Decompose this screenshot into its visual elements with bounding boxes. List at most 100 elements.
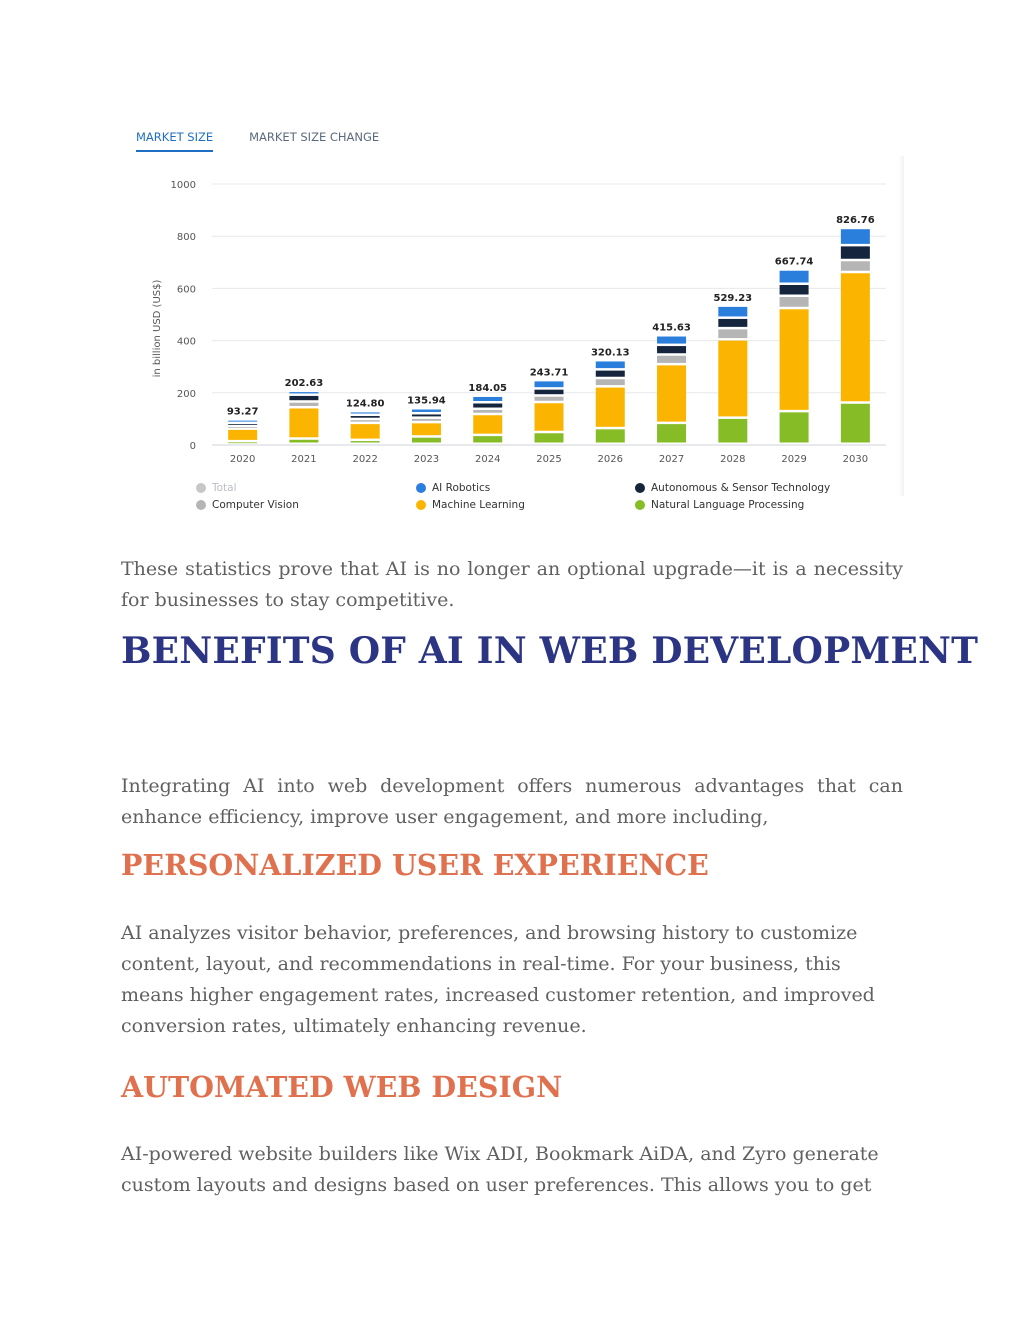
legend-label: Autonomous & Sensor Technology xyxy=(651,482,831,494)
legend-item-total[interactable]: Total xyxy=(196,482,237,494)
legend-dot xyxy=(416,500,426,510)
bar-segment xyxy=(289,395,319,401)
automated-design-heading: AUTOMATED WEB DESIGN xyxy=(121,1070,563,1104)
bar-segment xyxy=(228,424,258,425)
total-label: 320.13 xyxy=(591,347,630,358)
bar-segment xyxy=(534,403,564,431)
legend-dot xyxy=(196,483,206,493)
bar-segment xyxy=(473,396,503,402)
legend-item-computer-vision[interactable]: Computer Vision xyxy=(196,499,299,511)
bar-segment xyxy=(840,261,870,271)
bar-segment xyxy=(411,409,441,412)
total-label: 124.80 xyxy=(346,398,385,409)
bar-segment xyxy=(350,441,380,443)
bar-segment xyxy=(657,365,687,422)
x-tick-label: 2030 xyxy=(843,454,868,465)
bar-segment xyxy=(534,381,564,388)
bar-segment xyxy=(289,439,319,443)
bar-segment xyxy=(289,392,319,394)
bar-segment xyxy=(840,229,870,244)
tab-market-size[interactable]: MARKET SIZE xyxy=(136,130,214,152)
total-label: 202.63 xyxy=(285,378,324,389)
legend-item-machine-learning[interactable]: Machine Learning xyxy=(416,499,525,511)
bar-segment xyxy=(718,329,748,339)
legend-item-nlp[interactable]: Natural Language Processing xyxy=(635,499,804,511)
bar-segment xyxy=(289,402,319,406)
bar-segment xyxy=(718,418,748,443)
y-tick-label: 800 xyxy=(177,232,196,243)
legend-label: Computer Vision xyxy=(212,499,299,511)
bar-segment xyxy=(840,246,870,259)
x-tick-label: 2022 xyxy=(352,454,377,465)
bar-segment xyxy=(718,318,748,327)
x-tick-label: 2026 xyxy=(598,454,623,465)
bar-segment xyxy=(411,418,441,421)
benefits-heading: BENEFITS OF AI IN WEB DEVELOPMENT xyxy=(121,630,979,672)
y-tick-label: 1000 xyxy=(171,180,196,191)
legend-item-ai-robotics[interactable]: AI Robotics xyxy=(416,482,490,494)
chart-edge-shade xyxy=(898,156,904,496)
bar-segment xyxy=(657,346,687,354)
legend-dot xyxy=(196,500,206,510)
legend-label: AI Robotics xyxy=(432,482,491,494)
total-label: 529.23 xyxy=(714,293,753,304)
bar-segment xyxy=(350,420,380,422)
total-label: 135.94 xyxy=(407,396,446,407)
y-tick-label: 400 xyxy=(177,337,196,348)
legend-label: Natural Language Processing xyxy=(651,499,805,511)
bar-segment xyxy=(779,297,809,307)
bar-segment xyxy=(657,424,687,443)
legend-label: Machine Learning xyxy=(432,499,525,511)
legend-dot xyxy=(635,483,645,493)
bar-segment xyxy=(718,340,748,417)
y-tick-label: 0 xyxy=(190,441,196,452)
y-axis-label: in billion USD (US$) xyxy=(152,280,163,378)
bar-segment xyxy=(779,309,809,410)
bar-segment xyxy=(840,273,870,402)
tab-market-size-change[interactable]: MARKET SIZE CHANGE xyxy=(249,130,380,144)
total-label: 826.76 xyxy=(836,215,875,226)
legend-dot xyxy=(635,500,645,510)
bar-segment xyxy=(350,416,380,418)
total-label: 415.63 xyxy=(652,323,691,334)
statistics-paragraph: These statistics prove that AI is no lon… xyxy=(121,558,903,611)
personalized-paragraph: AI analyzes visitor behavior, preference… xyxy=(121,922,875,1037)
total-label: 667.74 xyxy=(775,257,814,268)
bar-segment xyxy=(595,361,625,369)
personalized-heading: PERSONALIZED USER EXPERIENCE xyxy=(121,848,709,882)
bar-segment xyxy=(411,414,441,417)
bar-segment xyxy=(473,403,503,408)
bar-segment xyxy=(228,427,258,429)
y-tick-label: 200 xyxy=(177,389,196,400)
y-tick-label: 600 xyxy=(177,284,196,295)
intro-paragraph: Integrating AI into web development offe… xyxy=(121,775,903,828)
bar-segment xyxy=(595,370,625,377)
automated-design-paragraph: AI-powered website builders like Wix ADI… xyxy=(121,1143,879,1196)
x-tick-label: 2020 xyxy=(230,454,255,465)
bar-segment xyxy=(228,442,258,444)
bar-segment xyxy=(779,270,809,283)
bar-segment xyxy=(718,306,748,317)
legend-label: Total xyxy=(212,482,237,494)
x-tick-label: 2024 xyxy=(475,454,500,465)
bar-segment xyxy=(595,387,625,427)
x-tick-label: 2023 xyxy=(414,454,439,465)
chart-svg: 0 200 400 600 800 1000 in billion USD (US$) 93.… xyxy=(152,180,886,465)
bar-segment xyxy=(473,410,503,413)
bar-segment xyxy=(534,389,564,395)
bar-segment xyxy=(534,433,564,443)
x-tick-label: 2025 xyxy=(536,454,561,465)
bar-segment xyxy=(411,423,441,436)
total-label: 243.71 xyxy=(530,367,569,378)
x-tick-label: 2021 xyxy=(291,454,316,465)
bar-segment xyxy=(779,412,809,443)
bar-segment xyxy=(595,429,625,443)
chart-tabs: MARKET SIZE MARKET SIZE CHANGE xyxy=(136,130,379,152)
bar-segment xyxy=(779,285,809,295)
bar-segment xyxy=(657,336,687,344)
bar-segment xyxy=(657,355,687,363)
x-tick-label: 2027 xyxy=(659,454,684,465)
x-tick-label: 2029 xyxy=(781,454,806,465)
legend-item-autonomous-sensor[interactable]: Autonomous & Sensor Technology xyxy=(635,482,830,494)
chart-legend: Total AI Robotics Autonomous & Sensor Te… xyxy=(196,480,856,520)
